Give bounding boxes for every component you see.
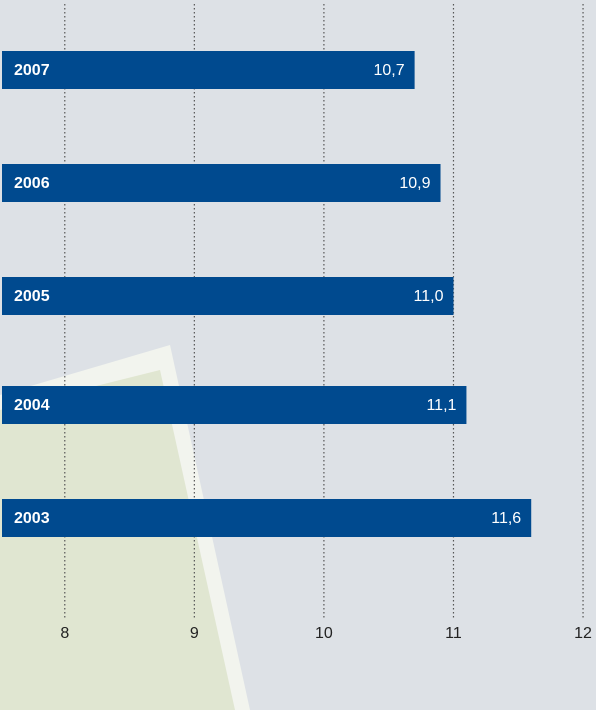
bar [2, 277, 454, 315]
category-label: 2007 [14, 62, 50, 79]
value-label: 10,7 [373, 62, 404, 79]
bar [2, 499, 532, 537]
value-label: 11,0 [414, 288, 444, 305]
category-label: 2004 [14, 397, 50, 414]
bars: 2007 10,7 2006 10,9 2005 11,0 2004 11,1 2003 11,6 [2, 51, 532, 537]
banknote-print [0, 370, 235, 710]
value-label: 10,9 [399, 175, 430, 192]
x-tick-label: 12 [574, 625, 592, 642]
category-label: 2003 [14, 510, 50, 527]
bar [2, 386, 467, 424]
x-tick-label: 10 [315, 625, 333, 642]
bar [2, 51, 415, 89]
value-label: 11,6 [491, 510, 521, 527]
x-tick-label: 11 [445, 625, 462, 642]
value-label: 11,1 [426, 397, 456, 414]
x-tick-label: 9 [190, 625, 199, 642]
grid: 8 9 10 11 12 [60, 4, 592, 642]
category-label: 2005 [14, 288, 50, 305]
bar [2, 164, 441, 202]
x-tick-label: 8 [60, 625, 69, 642]
category-label: 2006 [14, 175, 50, 192]
